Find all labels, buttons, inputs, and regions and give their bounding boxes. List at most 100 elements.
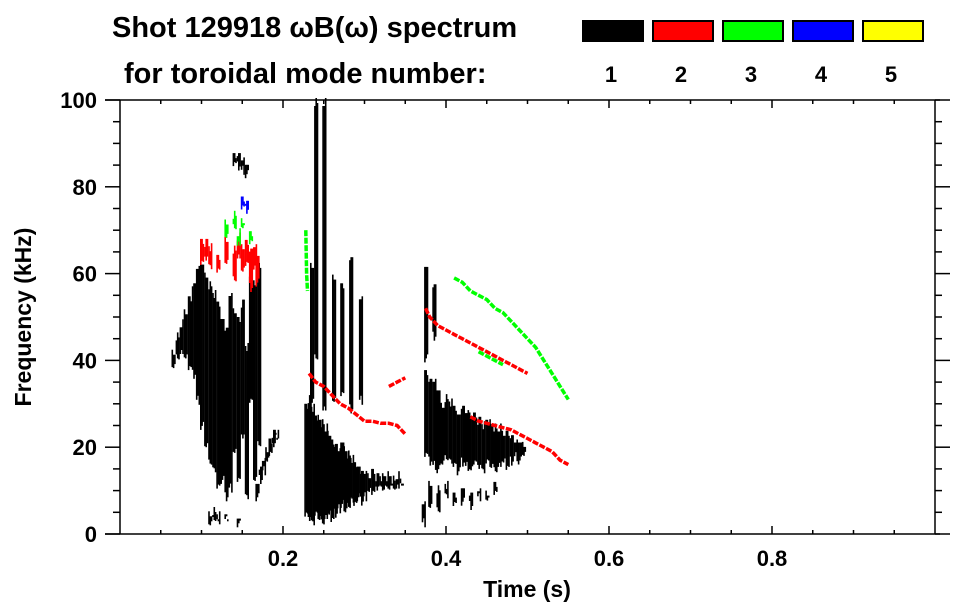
spectral-streak [440, 402, 442, 464]
spectral-streak [350, 457, 352, 498]
spectral-streak [242, 299, 244, 439]
spectral-streak [482, 429, 485, 470]
x-tick-label: 0.4 [431, 546, 462, 571]
spectral-streak [238, 236, 240, 242]
spectral-streak [494, 423, 497, 472]
spectral-streak [490, 424, 493, 468]
spectral-streak [493, 481, 495, 495]
spectral-streak [358, 299, 361, 400]
spectral-streak [521, 441, 524, 455]
spectral-streak [517, 442, 520, 465]
spectral-streak [246, 351, 248, 496]
spectral-streak [247, 244, 249, 263]
axes [105, 99, 950, 535]
spectral-streak [348, 450, 350, 507]
spectral-streak [394, 480, 396, 490]
spectral-streak [350, 257, 352, 414]
spectral-streak [519, 442, 521, 461]
spectral-streak [248, 251, 251, 283]
spectral-streak [330, 439, 332, 522]
spectral-streak [257, 270, 259, 442]
spectral-streak [452, 492, 455, 506]
spectral-streak [311, 267, 313, 403]
spectral-streak [341, 442, 344, 504]
spectral-streak [320, 427, 323, 520]
spectral-streak [523, 446, 525, 456]
chart-title-line2: for toroidal mode number: [124, 58, 487, 90]
legend-label-mode-2: 2 [674, 62, 688, 87]
spectral-streak [220, 319, 222, 484]
spectral-streak [505, 430, 508, 470]
spectral-streak [441, 407, 444, 465]
spectral-streak [377, 473, 380, 487]
spectral-streak [259, 267, 262, 447]
spectral-streak [359, 473, 362, 497]
spectral-streak [239, 518, 241, 521]
spectral-streak [356, 466, 359, 502]
spectral-streak [258, 255, 260, 279]
spectral-streak [265, 447, 267, 461]
spectral-streak [479, 488, 482, 502]
spectral-streak [468, 412, 471, 470]
blob-early-top-blob-n1 [232, 153, 249, 179]
spectral-streak [236, 317, 239, 482]
spectral-streak [227, 519, 229, 522]
spectral-streak [439, 490, 441, 513]
spectral-streak [428, 480, 430, 507]
spectral-streak [227, 327, 229, 498]
spectral-streak [346, 458, 349, 503]
spectral-streak [178, 337, 180, 360]
spectral-streak [232, 218, 235, 225]
spectral-streak [206, 238, 209, 257]
spectral-streak [463, 405, 465, 463]
spectral-streak [243, 223, 245, 226]
spectral-streak [242, 196, 244, 206]
spectral-streak [321, 419, 324, 524]
spectral-streak [328, 435, 330, 515]
spectral-streak [251, 248, 254, 288]
spectral-streak [426, 375, 429, 454]
spectral-streak [254, 247, 256, 266]
spectral-streak [463, 488, 465, 498]
spectral-streak [467, 410, 470, 471]
spectral-streak [235, 313, 237, 449]
spectral-streak [172, 354, 175, 369]
spectral-streak [244, 239, 247, 266]
spectral-streak [402, 483, 404, 486]
spectral-streak [367, 473, 369, 491]
spectral-streak [425, 370, 427, 453]
spectral-streak [174, 354, 176, 365]
spectral-streak [176, 332, 179, 359]
spectral-streak [191, 286, 194, 370]
spectral-streak [369, 478, 372, 488]
spectral-streak [225, 241, 228, 264]
spectral-streak [432, 287, 434, 332]
spectral-streak [202, 264, 205, 422]
blob-chirp-down-n1 [255, 429, 280, 502]
spectral-streak [444, 402, 447, 456]
spectral-streak [213, 298, 216, 469]
spectral-streak [246, 239, 248, 262]
spectral-streak [333, 446, 336, 509]
spectral-streak [429, 485, 432, 508]
mode-line-late-lower-n2 [469, 415, 570, 467]
spectral-streak [387, 471, 389, 489]
spectral-streak [445, 488, 448, 495]
spectral-streak [193, 283, 195, 379]
spectral-streak [275, 432, 277, 435]
spectral-streak [376, 473, 379, 491]
spectral-streak [250, 276, 252, 399]
spectral-streak [334, 279, 337, 398]
spectral-streak [436, 390, 438, 474]
spectral-streak [332, 274, 334, 401]
spectral-streak [312, 267, 315, 399]
legend-swatch-mode-2 [652, 20, 714, 42]
spectral-streak [243, 249, 245, 268]
spectral-streak [428, 381, 430, 457]
spectral-streak [244, 164, 247, 179]
spectral-streak [194, 283, 196, 375]
spectral-streak [251, 236, 254, 242]
spectral-streak [436, 493, 438, 508]
spectral-streak [240, 196, 243, 210]
legend-swatch-mode-4 [792, 20, 854, 42]
